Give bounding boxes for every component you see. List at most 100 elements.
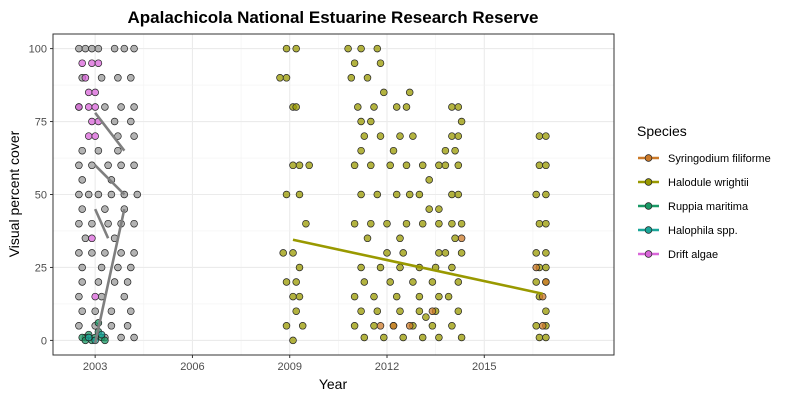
data-point xyxy=(282,44,291,53)
data-point xyxy=(428,278,437,286)
legend-key-point xyxy=(644,154,653,162)
data-point xyxy=(97,74,106,82)
data-point xyxy=(402,103,411,111)
data-point xyxy=(396,132,404,140)
legend-label: Syringodium filiforme xyxy=(668,153,771,165)
data-point xyxy=(448,263,456,272)
data-point xyxy=(457,249,466,257)
data-point xyxy=(295,292,304,301)
data-point xyxy=(292,103,300,111)
data-point xyxy=(84,103,93,111)
data-point xyxy=(97,330,106,339)
data-point xyxy=(363,74,372,82)
data-point xyxy=(535,161,544,170)
data-point xyxy=(441,161,450,170)
data-point xyxy=(451,234,459,243)
data-point xyxy=(84,132,93,140)
data-point xyxy=(81,74,90,82)
data-point xyxy=(88,59,96,67)
legend-key-point xyxy=(644,250,653,258)
data-point xyxy=(78,59,86,67)
data-point xyxy=(114,263,122,272)
data-point xyxy=(396,263,404,272)
data-point xyxy=(399,249,407,257)
data-point xyxy=(402,219,411,228)
trend-lines xyxy=(93,111,543,344)
data-point xyxy=(532,322,540,330)
data-point xyxy=(350,322,359,330)
data-point xyxy=(117,103,125,111)
data-point xyxy=(367,219,375,228)
legend-label: Drift algae xyxy=(668,249,718,261)
data-point xyxy=(454,278,463,286)
data-point xyxy=(91,103,99,111)
data-point xyxy=(396,307,404,315)
data-point xyxy=(357,263,365,272)
data-point xyxy=(389,322,398,330)
data-point xyxy=(117,161,125,170)
data-point xyxy=(357,146,365,155)
data-point xyxy=(376,322,385,330)
data-point xyxy=(357,117,365,126)
legend-key-point xyxy=(644,178,653,186)
data-point xyxy=(123,322,132,330)
data-point xyxy=(370,322,378,330)
data-point xyxy=(399,333,407,342)
data-point xyxy=(532,190,540,199)
data-point xyxy=(538,322,547,330)
data-point xyxy=(357,307,365,315)
data-point xyxy=(448,103,456,111)
y-tick-label: 0 xyxy=(41,335,47,347)
data-point xyxy=(81,44,90,53)
data-point xyxy=(133,190,142,199)
data-point xyxy=(402,161,411,170)
trend-line xyxy=(93,208,126,344)
data-points xyxy=(75,44,550,345)
data-point xyxy=(292,278,300,286)
data-point xyxy=(542,249,550,257)
data-point xyxy=(110,44,119,53)
y-axis-title: Visual percent cover xyxy=(6,130,22,257)
data-point xyxy=(383,249,391,257)
data-point xyxy=(75,219,83,228)
data-point xyxy=(376,132,385,140)
data-point xyxy=(425,176,433,184)
data-point xyxy=(389,146,398,155)
y-tick-label: 100 xyxy=(29,44,47,56)
legend-key-point xyxy=(644,226,653,234)
data-point xyxy=(457,234,466,243)
data-point xyxy=(367,161,375,170)
data-point xyxy=(292,44,300,53)
data-point xyxy=(78,263,86,272)
data-point xyxy=(392,190,401,199)
data-point xyxy=(282,322,291,330)
data-point xyxy=(386,278,394,286)
data-point xyxy=(405,88,414,97)
data-point xyxy=(435,249,443,257)
data-point xyxy=(454,307,463,315)
data-point xyxy=(535,219,544,228)
data-point xyxy=(457,333,466,342)
data-point xyxy=(75,161,83,170)
data-point xyxy=(88,44,96,53)
data-point xyxy=(110,278,119,286)
data-point xyxy=(535,333,544,342)
data-point xyxy=(292,307,300,315)
data-point xyxy=(75,190,83,199)
data-point xyxy=(373,44,382,53)
data-point xyxy=(75,249,83,257)
data-point xyxy=(295,161,304,170)
data-point xyxy=(422,313,430,321)
data-point xyxy=(107,190,116,199)
data-point xyxy=(415,307,424,315)
data-point xyxy=(117,333,125,342)
y-tick-label: 50 xyxy=(35,190,47,202)
data-point xyxy=(344,44,352,53)
data-point xyxy=(448,322,456,330)
x-axis-title: Year xyxy=(319,376,348,392)
data-point xyxy=(130,219,138,228)
data-point xyxy=(94,278,103,286)
data-point xyxy=(354,103,362,111)
data-point xyxy=(78,146,86,155)
